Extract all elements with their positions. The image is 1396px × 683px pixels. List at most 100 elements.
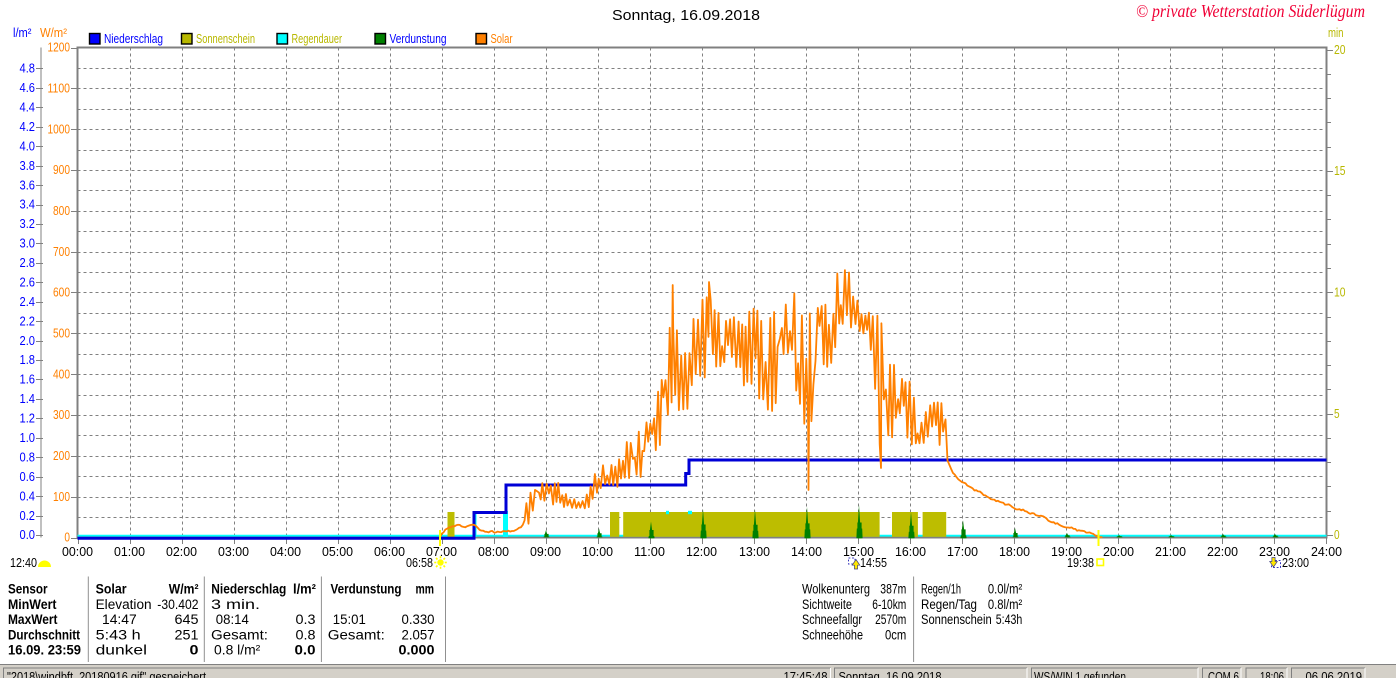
svg-text:0.4: 0.4 <box>20 489 36 503</box>
svg-text:13:00: 13:00 <box>739 544 770 559</box>
svg-text:06:00: 06:00 <box>374 544 405 559</box>
svg-text:Regen/Tag: Regen/Tag <box>921 597 977 612</box>
svg-text:251: 251 <box>175 627 199 642</box>
svg-text:l/m²: l/m² <box>13 26 32 40</box>
svg-text:0.0l/m²: 0.0l/m² <box>988 582 1023 597</box>
svg-text:17:45:48: 17:45:48 <box>784 670 828 678</box>
svg-text:0.8: 0.8 <box>20 450 36 464</box>
svg-text:18:00: 18:00 <box>999 544 1030 559</box>
svg-text:l/m²: l/m² <box>293 582 316 597</box>
svg-text:0cm: 0cm <box>885 627 906 642</box>
svg-text:-30.402: -30.402 <box>157 597 198 612</box>
svg-text:900: 900 <box>53 163 70 177</box>
svg-text:20:00: 20:00 <box>1103 544 1134 559</box>
svg-text:0.0: 0.0 <box>20 528 36 542</box>
svg-text:12:40: 12:40 <box>10 555 37 570</box>
svg-text:10: 10 <box>1334 286 1346 300</box>
svg-text:14:47: 14:47 <box>102 612 137 627</box>
svg-text:19:38: 19:38 <box>1067 555 1094 570</box>
svg-text:© private Wetterstation Süderl: © private Wetterstation Süderlügum <box>1136 1 1365 21</box>
svg-text:COM 6: COM 6 <box>1208 670 1239 678</box>
svg-text:600: 600 <box>53 286 70 300</box>
svg-text:Niederschlag: Niederschlag <box>211 582 286 597</box>
svg-text:0.330: 0.330 <box>402 612 435 627</box>
svg-text:24:00: 24:00 <box>1311 544 1342 559</box>
svg-text:Gesamt:: Gesamt: <box>328 627 385 642</box>
svg-text:Sonntag, 16.09.2018: Sonntag, 16.09.2018 <box>612 7 760 24</box>
svg-text:min: min <box>1328 26 1344 40</box>
svg-text:Sensor: Sensor <box>8 582 48 597</box>
svg-text:0.6: 0.6 <box>20 470 36 484</box>
svg-text:14:00: 14:00 <box>791 544 822 559</box>
svg-text:0.2: 0.2 <box>20 509 36 523</box>
svg-text:Sonnenschein: Sonnenschein <box>196 31 255 46</box>
svg-text:1.6: 1.6 <box>20 373 36 387</box>
svg-text:2.0: 2.0 <box>20 334 36 348</box>
svg-text:0.0: 0.0 <box>295 643 316 658</box>
svg-text:08:00: 08:00 <box>478 544 509 559</box>
svg-text:12:00: 12:00 <box>686 544 717 559</box>
svg-text:09:00: 09:00 <box>530 544 561 559</box>
svg-text:W/m²: W/m² <box>40 26 67 40</box>
svg-text:2.057: 2.057 <box>402 627 435 642</box>
svg-text:Schneefallgr: Schneefallgr <box>802 612 862 627</box>
svg-text:15: 15 <box>1334 164 1346 178</box>
svg-text:03:00: 03:00 <box>218 544 249 559</box>
svg-text:21:00: 21:00 <box>1155 544 1186 559</box>
svg-text:1.8: 1.8 <box>20 353 36 367</box>
svg-text:5:43h: 5:43h <box>996 612 1023 627</box>
svg-text:4.2: 4.2 <box>20 120 36 134</box>
svg-text:Regendauer: Regendauer <box>292 31 343 46</box>
svg-text:17:00: 17:00 <box>947 544 978 559</box>
svg-text:Schneehöhe: Schneehöhe <box>802 627 863 642</box>
svg-text:3.0: 3.0 <box>20 237 36 251</box>
svg-text:Regen/1h: Regen/1h <box>921 582 961 597</box>
svg-text:3.2: 3.2 <box>20 217 36 231</box>
svg-text:2.4: 2.4 <box>20 295 36 309</box>
svg-text:0.8 l/m²: 0.8 l/m² <box>214 643 261 658</box>
svg-text:00:00: 00:00 <box>62 544 93 559</box>
svg-text:1100: 1100 <box>48 82 71 96</box>
svg-text:W/m²: W/m² <box>169 582 199 597</box>
svg-text:0.3: 0.3 <box>296 612 316 627</box>
svg-text:16:00: 16:00 <box>895 544 926 559</box>
svg-text:10:00: 10:00 <box>582 544 613 559</box>
svg-text:Niederschlag: Niederschlag <box>104 31 163 46</box>
svg-text:Solar: Solar <box>491 31 513 46</box>
svg-text:mm: mm <box>416 582 435 597</box>
svg-text:06:58: 06:58 <box>406 555 433 570</box>
svg-text:387m: 387m <box>880 582 906 597</box>
svg-text:07:00: 07:00 <box>426 544 457 559</box>
svg-text:0: 0 <box>64 531 70 545</box>
svg-text:800: 800 <box>53 204 70 218</box>
svg-text:23:00: 23:00 <box>1282 555 1309 570</box>
svg-text:1.2: 1.2 <box>20 412 36 426</box>
svg-text:Sonntag, 16.09.2018: Sonntag, 16.09.2018 <box>839 670 942 678</box>
svg-text:Wolkenunterg: Wolkenunterg <box>802 582 870 597</box>
svg-text:23:00: 23:00 <box>1259 544 1290 559</box>
svg-text:100: 100 <box>53 490 70 504</box>
svg-text:5:43 h: 5:43 h <box>96 627 141 642</box>
svg-text:500: 500 <box>53 327 70 341</box>
svg-text:4.4: 4.4 <box>20 101 36 115</box>
svg-text:20: 20 <box>1334 43 1346 57</box>
svg-text:400: 400 <box>53 367 70 381</box>
svg-text:Solar: Solar <box>96 582 128 597</box>
svg-text:08:14: 08:14 <box>216 612 249 627</box>
svg-text:14:55: 14:55 <box>860 555 887 570</box>
svg-text:04:00: 04:00 <box>270 544 301 559</box>
svg-text:Verdunstung: Verdunstung <box>331 582 402 597</box>
svg-text:11:00: 11:00 <box>634 544 665 559</box>
svg-text:2.6: 2.6 <box>20 276 36 290</box>
svg-text:0.8l/m²: 0.8l/m² <box>988 597 1023 612</box>
svg-text:645: 645 <box>175 612 199 627</box>
svg-text:19:00: 19:00 <box>1051 544 1082 559</box>
svg-text:Verdunstung: Verdunstung <box>390 31 447 46</box>
svg-text:0.000: 0.000 <box>399 643 435 658</box>
svg-text:1200: 1200 <box>48 41 71 55</box>
svg-text:01:00: 01:00 <box>114 544 145 559</box>
svg-text:0.8: 0.8 <box>296 627 316 642</box>
svg-text:2.2: 2.2 <box>20 314 36 328</box>
svg-text:06.06.2019: 06.06.2019 <box>1306 670 1363 678</box>
svg-text:05:00: 05:00 <box>322 544 353 559</box>
